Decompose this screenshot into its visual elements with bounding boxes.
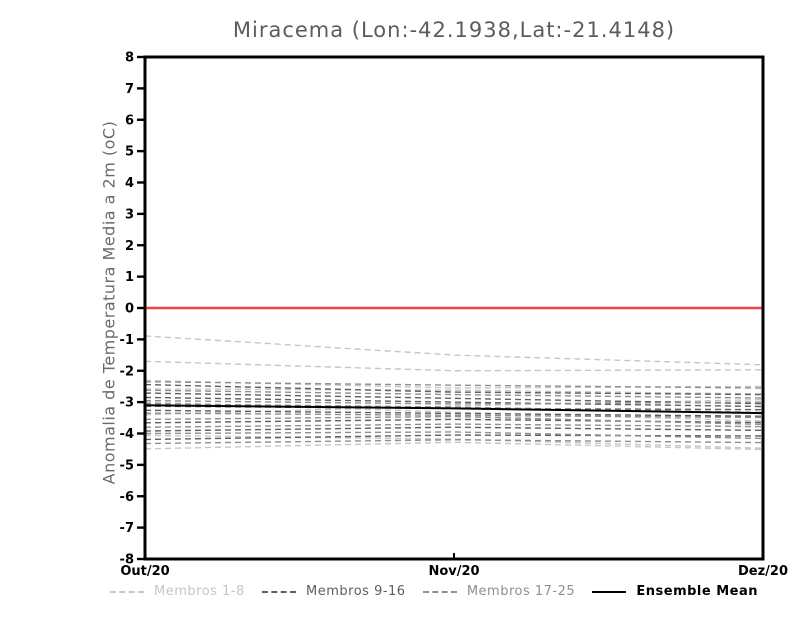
ensemble-member-line-group-3 xyxy=(144,415,764,426)
y-axis-tick-label: 4 xyxy=(125,176,134,191)
y-axis-tick-label: -8 xyxy=(120,553,134,568)
ensemble-mean-line xyxy=(144,404,764,415)
ensemble-member-line-group-3 xyxy=(144,399,764,405)
ensemble-member-line-group-2 xyxy=(144,392,764,405)
y-axis-tick-label: -1 xyxy=(120,333,134,348)
chart-title: Miracema (Lon:-42.1938,Lat:-21.4148) xyxy=(232,18,676,42)
ensemble-member-line-group-3 xyxy=(144,431,764,440)
y-axis-tick-label: 1 xyxy=(125,270,134,285)
y-axis-tick-label: -6 xyxy=(120,490,134,505)
ensemble-member-line-group-3 xyxy=(144,423,764,428)
ensemble-member-line-group-2 xyxy=(144,383,764,396)
ensemble-member-line-group-3 xyxy=(144,412,764,419)
ensemble-member-line-group-2 xyxy=(144,396,764,408)
legend-label: Membros 17-25 xyxy=(466,584,576,599)
y-axis-tick-label: -5 xyxy=(120,458,134,473)
ensemble-member-line-group-1 xyxy=(144,335,764,366)
y-axis-tick-label: 3 xyxy=(125,207,134,222)
ensemble-member-line-group-1 xyxy=(144,388,764,395)
ensemble-member-line-group-1 xyxy=(144,441,764,451)
legend-item-ensemble-mean: Ensemble Mean xyxy=(592,584,758,599)
legend-label: Membros 1-8 xyxy=(154,584,245,599)
legend-item-membros-17-25: Membros 17-25 xyxy=(422,584,576,599)
ensemble-member-line-group-2 xyxy=(144,409,764,417)
legend-item-membros-9-16: Membros 9-16 xyxy=(262,584,406,599)
y-axis-tick-label: 6 xyxy=(125,113,134,128)
ensemble-member-line-group-1 xyxy=(144,360,764,372)
x-axis-tick-label: Dez/20 xyxy=(738,564,788,579)
y-axis-tick-label: 5 xyxy=(125,145,134,160)
y-axis-tick-label: 8 xyxy=(125,51,134,66)
y-axis-tick-label: 7 xyxy=(125,82,134,97)
y-axis-tick-label: -4 xyxy=(120,427,134,442)
y-axis-tick-label: -2 xyxy=(120,364,134,379)
x-axis-tick-label: Nov/20 xyxy=(428,564,479,579)
legend-label: Membros 9-16 xyxy=(306,584,406,599)
legend-swatch-membros-1-8 xyxy=(110,590,144,593)
legend-swatch-membros-9-16 xyxy=(262,590,297,593)
ensemble-member-line-group-3 xyxy=(144,381,764,389)
ensemble-member-line-group-2 xyxy=(144,434,764,441)
legend-label: Ensemble Mean xyxy=(636,584,758,599)
legend-swatch-ensemble-mean xyxy=(592,590,627,593)
ensemble-member-line-group-3 xyxy=(144,389,764,399)
chart-legend: Membros 1-8 Membros 9-16 Membros 17-25 E… xyxy=(110,584,758,599)
y-axis-tick-label: 0 xyxy=(125,302,134,317)
y-axis-tick-label: -3 xyxy=(120,396,134,411)
ensemble-member-line-group-3 xyxy=(144,439,764,445)
legend-swatch-membros-17-25 xyxy=(422,590,457,593)
ensemble-member-line-group-1 xyxy=(144,434,764,449)
y-axis-tick-label: -7 xyxy=(120,521,134,536)
x-axis-tick-label: Out/20 xyxy=(120,564,169,579)
legend-item-membros-1-8: Membros 1-8 xyxy=(110,584,245,599)
y-axis-tick-label: 2 xyxy=(125,239,134,254)
ensemble-member-line-group-2 xyxy=(144,426,764,432)
